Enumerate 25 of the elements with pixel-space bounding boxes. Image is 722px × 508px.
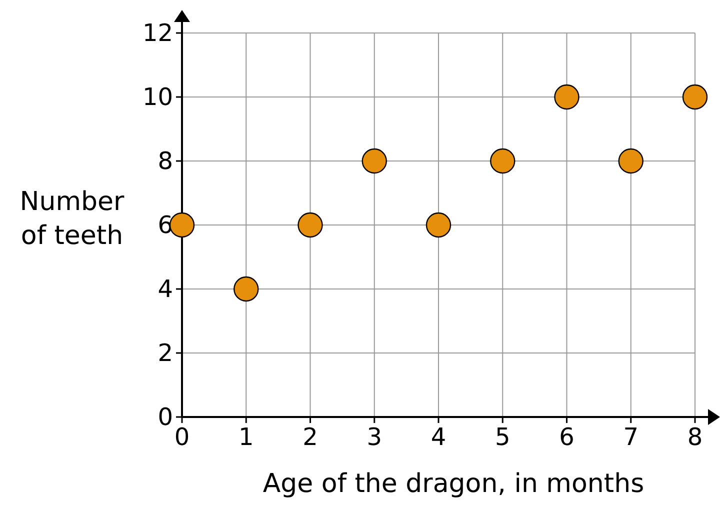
y-tick-label: 12 [142,19,173,47]
y-tick-label: 0 [158,403,173,431]
x-tick-label: 2 [302,423,318,451]
point [234,276,259,302]
x-tick-label: 7 [623,423,639,451]
y-tick-label: 10 [142,83,173,111]
x-tick-label: 8 [687,423,703,451]
y-tick-label: 2 [158,339,173,367]
point [554,84,580,110]
point [490,148,516,174]
x-axis-title: Age of the dragon, in months [262,469,644,499]
x-tick-label: 3 [366,423,382,451]
x-tick-label: 5 [494,423,510,451]
x-tick-label: 6 [559,423,574,451]
point [618,148,644,174]
point [426,212,452,238]
x-tick-label: 4 [430,423,446,451]
point [298,212,323,238]
y-tick-label: 8 [158,147,173,175]
point [682,84,708,110]
x-tick-label: 1 [238,423,254,451]
y-axis-title: Number of teeth [20,187,125,251]
point [362,148,387,174]
y-tick-label: 4 [158,275,173,303]
point [169,212,195,238]
